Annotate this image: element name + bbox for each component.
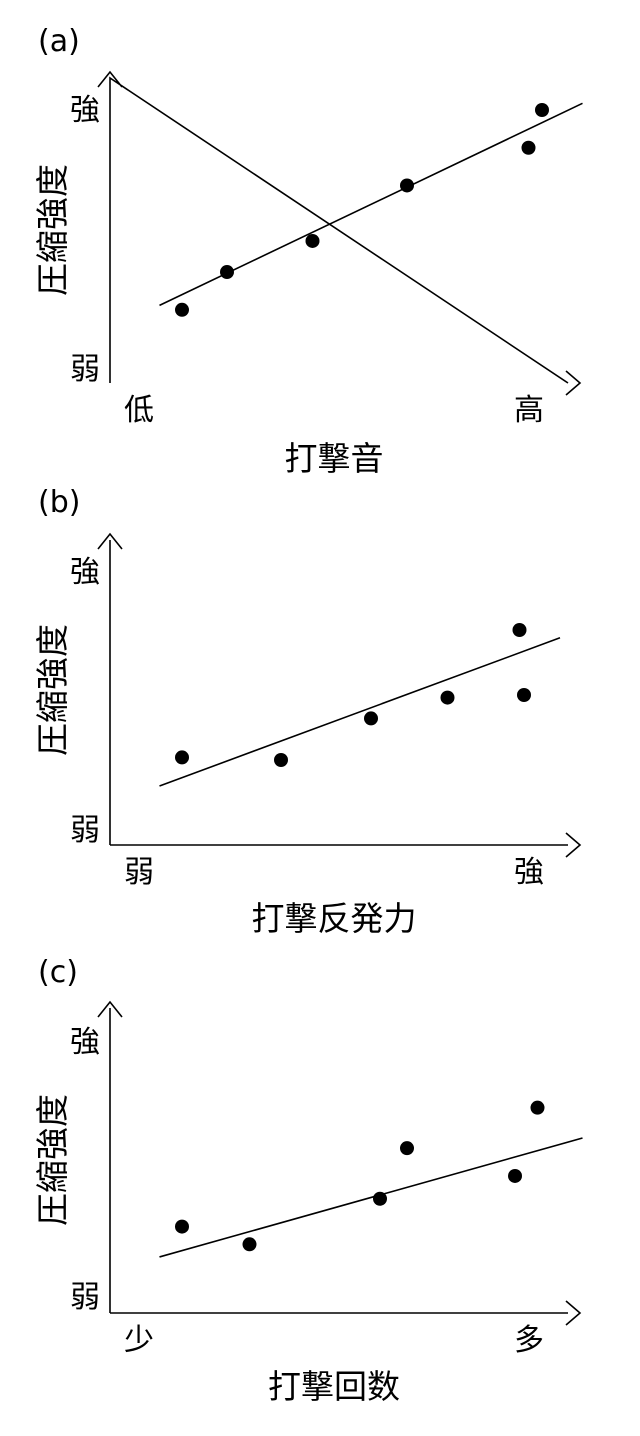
y-low-label: 弱 — [70, 352, 100, 387]
x-high-label: 高 — [514, 393, 544, 428]
panel-c: (c) 強 弱 圧縮強度 少 多 打撃回数 — [33, 955, 583, 1406]
plot-area — [160, 103, 583, 317]
data-point — [441, 691, 455, 705]
x-high-label: 強 — [514, 855, 544, 890]
x-low-label: 少 — [124, 1323, 154, 1358]
data-point — [373, 1192, 387, 1206]
y-axis-title: 圧縮強度 — [33, 1094, 72, 1226]
trend-line — [160, 638, 561, 786]
data-point — [400, 1141, 414, 1155]
axis-lines — [98, 534, 580, 857]
plot-area — [160, 623, 561, 786]
data-point — [522, 141, 536, 155]
data-point — [508, 1169, 522, 1183]
x-axis-title: 打撃回数 — [268, 1367, 400, 1406]
data-point — [400, 178, 414, 192]
panel-b: (b) 強 弱 圧縮強度 弱 強 打撃反発力 — [33, 485, 580, 938]
axis-lines — [98, 1002, 580, 1325]
data-point — [220, 265, 234, 279]
data-point — [531, 1101, 545, 1115]
y-axis-title: 圧縮強度 — [33, 164, 72, 296]
x-low-label: 弱 — [124, 855, 154, 890]
panel-label: (a) — [38, 24, 80, 59]
x-low-label: 低 — [124, 393, 154, 428]
y-high-label: 強 — [70, 93, 100, 128]
plot-area — [160, 1101, 583, 1257]
y-low-label: 弱 — [70, 813, 100, 848]
x-axis-title: 打撃音 — [285, 439, 384, 478]
data-point — [175, 303, 189, 317]
data-point — [175, 1220, 189, 1234]
data-point — [364, 711, 378, 725]
trend-line — [160, 1138, 583, 1257]
data-point — [517, 688, 531, 702]
x-axis-title: 打撃反発力 — [252, 899, 417, 938]
y-axis-title: 圧縮強度 — [33, 624, 72, 756]
data-point — [306, 234, 320, 248]
panel-label: (b) — [38, 485, 80, 520]
data-point — [243, 1237, 257, 1251]
x-high-label: 多 — [514, 1323, 544, 1358]
y-high-label: 強 — [70, 555, 100, 590]
y-high-label: 強 — [70, 1025, 100, 1060]
data-point — [535, 103, 549, 117]
panel-a: (a) 強 弱 圧縮強度 低 高 打撃音 — [33, 24, 583, 478]
data-point — [513, 623, 527, 637]
panel-label: (c) — [38, 955, 78, 990]
data-point — [175, 750, 189, 764]
data-point — [274, 753, 288, 767]
y-low-label: 弱 — [70, 1280, 100, 1315]
axis-lines — [98, 72, 580, 395]
